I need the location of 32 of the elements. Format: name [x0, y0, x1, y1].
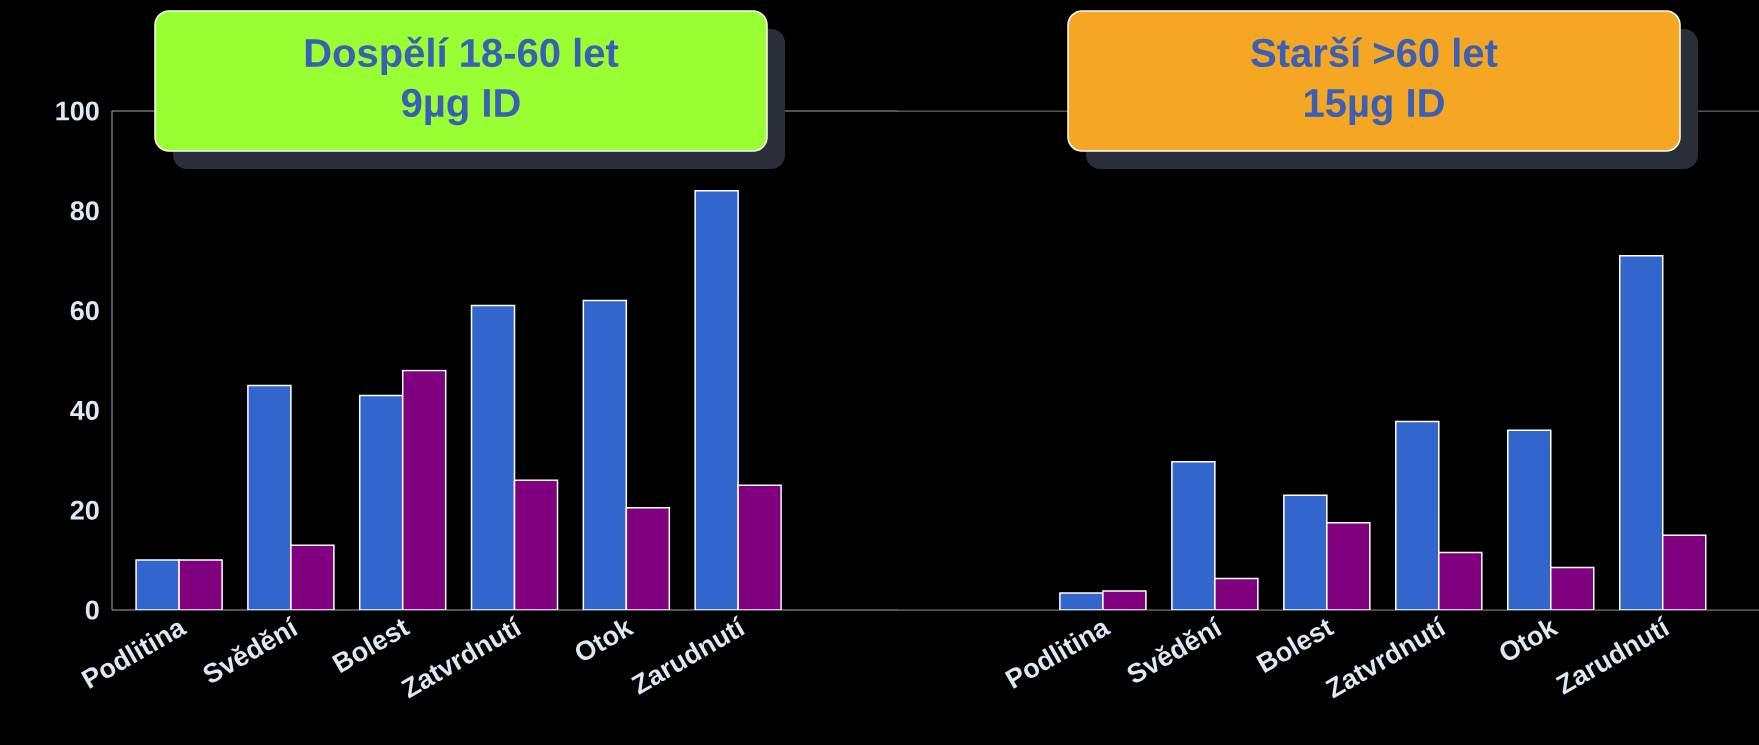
bar [178, 559, 223, 610]
y-tick-label: 20 [70, 500, 99, 520]
bar [1171, 461, 1216, 610]
bar [1326, 521, 1371, 610]
bar [625, 506, 671, 610]
bar [1618, 254, 1664, 610]
y-tick-label: 0 [85, 600, 99, 620]
bar [290, 544, 335, 610]
bar [513, 479, 559, 610]
y-tick-label: 40 [70, 400, 99, 420]
chart-title: Starší >60 let [1251, 36, 1498, 68]
bar [358, 394, 404, 610]
chart-title: Dospělí 18-60 let [305, 36, 619, 75]
bar [1283, 494, 1328, 610]
bar [1661, 534, 1707, 610]
bar [1438, 551, 1483, 610]
bar [1395, 420, 1440, 610]
chart-subtitle: 15µg ID [1305, 89, 1444, 126]
bar [582, 299, 628, 610]
bar [135, 559, 180, 610]
bar [401, 369, 447, 610]
bar [694, 190, 739, 610]
chart-subtitle: 9µg ID [401, 88, 520, 126]
y-tick-label: 60 [70, 301, 99, 321]
bar [1214, 577, 1259, 610]
bar [737, 484, 782, 610]
y-tick-label: 80 [70, 201, 99, 221]
bar [1507, 429, 1552, 610]
y-tick-label: 100 [56, 101, 99, 121]
bar [470, 304, 516, 610]
bar [1550, 566, 1595, 610]
bar [247, 384, 292, 610]
